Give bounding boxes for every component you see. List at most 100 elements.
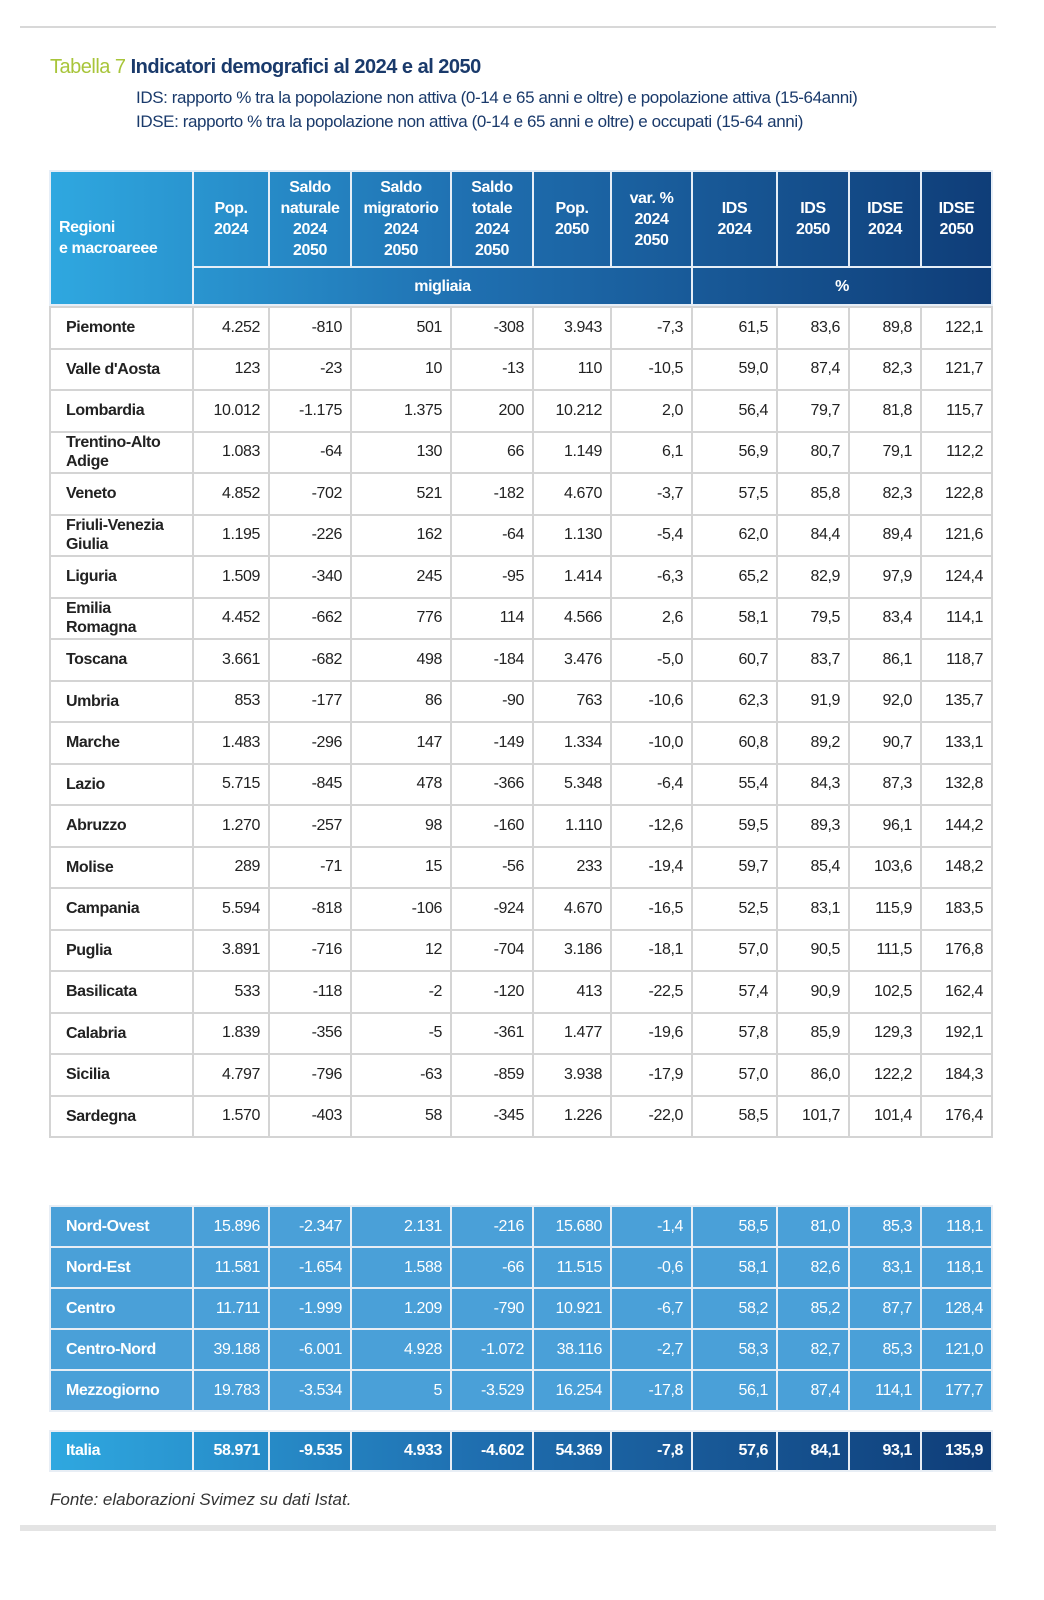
cell-value: 130 bbox=[350, 430, 452, 474]
cell-value: 90,5 bbox=[776, 928, 850, 972]
row-label: Trentino-Alto Adige bbox=[49, 430, 194, 474]
cell-value: 121,7 bbox=[920, 347, 993, 391]
cell-value: 132,8 bbox=[920, 762, 993, 806]
row-label: Lazio bbox=[49, 762, 194, 806]
column-header: Regioni e macroareee bbox=[49, 170, 194, 306]
table-row: Veneto 4.852 -702 521 -182 4.670 -3,7 57,5 85,8 8… bbox=[49, 472, 993, 516]
cell-value: -308 bbox=[450, 306, 534, 350]
row-label: Emilia Romagna bbox=[49, 596, 194, 640]
cell-value: -5 bbox=[350, 1011, 452, 1055]
cell-value: 2,0 bbox=[610, 389, 693, 433]
cell-value: 81,0 bbox=[776, 1205, 850, 1248]
table-row: Mezzogiorno 19.783 -3.534 5 -3.529 16.254 -17,… bbox=[49, 1369, 993, 1412]
cell-value: -340 bbox=[268, 555, 352, 599]
cell-value: 90,9 bbox=[776, 970, 850, 1014]
cell-value: 129,3 bbox=[848, 1011, 922, 1055]
cell-value: 478 bbox=[350, 762, 452, 806]
cell-value: -1.654 bbox=[268, 1246, 352, 1289]
cell-value: -796 bbox=[268, 1053, 352, 1097]
cell-value: -17,8 bbox=[610, 1369, 693, 1412]
cell-value: 101,4 bbox=[848, 1094, 922, 1138]
cell-value: 58 bbox=[350, 1094, 452, 1138]
row-label: Valle d'Aosta bbox=[49, 347, 194, 391]
cell-value: 60,7 bbox=[691, 638, 778, 682]
cell-value: 81,8 bbox=[848, 389, 922, 433]
cell-value: 62,3 bbox=[691, 679, 778, 723]
cell-value: 59,0 bbox=[691, 347, 778, 391]
cell-value: 4.670 bbox=[532, 472, 612, 516]
cell-value: 58,1 bbox=[691, 1246, 778, 1289]
row-label: Lombardia bbox=[49, 389, 194, 433]
cell-value: -106 bbox=[350, 887, 452, 931]
cell-value: 1.588 bbox=[350, 1246, 452, 1289]
cell-value: 122,2 bbox=[848, 1053, 922, 1097]
cell-value: -19,6 bbox=[610, 1011, 693, 1055]
cell-value: -66 bbox=[450, 1246, 534, 1289]
cell-value: 115,9 bbox=[848, 887, 922, 931]
cell-value: 83,6 bbox=[776, 306, 850, 350]
cell-value: -790 bbox=[450, 1287, 534, 1330]
cell-value: 124,4 bbox=[920, 555, 993, 599]
column-header: Pop. 2024 bbox=[192, 170, 270, 268]
cell-value: 763 bbox=[532, 679, 612, 723]
table-row: Piemonte 4.252 -810 501 -308 3.943 -7,3 61,5 83,… bbox=[49, 306, 993, 350]
cell-value: 114 bbox=[450, 596, 534, 640]
cell-value: -6,4 bbox=[610, 762, 693, 806]
row-label: Sicilia bbox=[49, 1053, 194, 1097]
row-label: Mezzogiorno bbox=[49, 1369, 194, 1412]
cell-value: 87,3 bbox=[848, 762, 922, 806]
table-row: Basilicata 533 -118 -2 -120 413 -22,5 57,4 90,9 1… bbox=[49, 970, 993, 1014]
cell-value: 90,7 bbox=[848, 721, 922, 765]
cell-value: -716 bbox=[268, 928, 352, 972]
cell-value: -0,6 bbox=[610, 1246, 693, 1289]
column-header: Pop. 2050 bbox=[532, 170, 612, 268]
cell-value: 84,1 bbox=[776, 1430, 850, 1472]
cell-value: 57,0 bbox=[691, 928, 778, 972]
cell-value: -17,9 bbox=[610, 1053, 693, 1097]
cell-value: 1.334 bbox=[532, 721, 612, 765]
row-label: Veneto bbox=[49, 472, 194, 516]
cell-value: -345 bbox=[450, 1094, 534, 1138]
table-row: Nord-Ovest 15.896 -2.347 2.131 -216 15.680 -1,… bbox=[49, 1205, 993, 1248]
cell-value: -10,0 bbox=[610, 721, 693, 765]
cell-value: -23 bbox=[268, 347, 352, 391]
cell-value: 98 bbox=[350, 804, 452, 848]
top-divider bbox=[20, 26, 996, 28]
cell-value: -3,7 bbox=[610, 472, 693, 516]
row-label: Molise bbox=[49, 845, 194, 889]
cell-value: 2,6 bbox=[610, 596, 693, 640]
cell-value: 103,6 bbox=[848, 845, 922, 889]
cell-value: 4.928 bbox=[350, 1328, 452, 1371]
cell-value: 82,9 bbox=[776, 555, 850, 599]
cell-value: 58,1 bbox=[691, 596, 778, 640]
cell-value: 92,0 bbox=[848, 679, 922, 723]
cell-value: -6.001 bbox=[268, 1328, 352, 1371]
cell-value: 121,0 bbox=[920, 1328, 993, 1371]
table-row: Campania 5.594 -818 -106 -924 4.670 -16,5 52,5 8… bbox=[49, 887, 993, 931]
cell-value: 85,4 bbox=[776, 845, 850, 889]
cell-value: 521 bbox=[350, 472, 452, 516]
cell-value: 59,5 bbox=[691, 804, 778, 848]
subtitle-ids: IDS: rapporto % tra la popolazione non a… bbox=[136, 88, 858, 107]
cell-value: 135,9 bbox=[920, 1430, 993, 1472]
cell-value: 110 bbox=[532, 347, 612, 391]
cell-value: 3.891 bbox=[192, 928, 270, 972]
row-label: Liguria bbox=[49, 555, 194, 599]
cell-value: -149 bbox=[450, 721, 534, 765]
cell-value: 83,7 bbox=[776, 638, 850, 682]
cell-value: -1,4 bbox=[610, 1205, 693, 1248]
cell-value: 114,1 bbox=[920, 596, 993, 640]
cell-value: 89,3 bbox=[776, 804, 850, 848]
cell-value: 133,1 bbox=[920, 721, 993, 765]
cell-value: 79,1 bbox=[848, 430, 922, 474]
cell-value: 85,9 bbox=[776, 1011, 850, 1055]
cell-value: 245 bbox=[350, 555, 452, 599]
cell-value: -64 bbox=[450, 513, 534, 557]
table-number: Tabella 7 bbox=[50, 56, 126, 78]
table-row: Marche 1.483 -296 147 -149 1.334 -10,0 60,8 89,2… bbox=[49, 721, 993, 765]
cell-value: -3.534 bbox=[268, 1369, 352, 1412]
row-label: Puglia bbox=[49, 928, 194, 972]
cell-value: 96,1 bbox=[848, 804, 922, 848]
cell-value: 118,1 bbox=[920, 1246, 993, 1289]
cell-value: -10,5 bbox=[610, 347, 693, 391]
